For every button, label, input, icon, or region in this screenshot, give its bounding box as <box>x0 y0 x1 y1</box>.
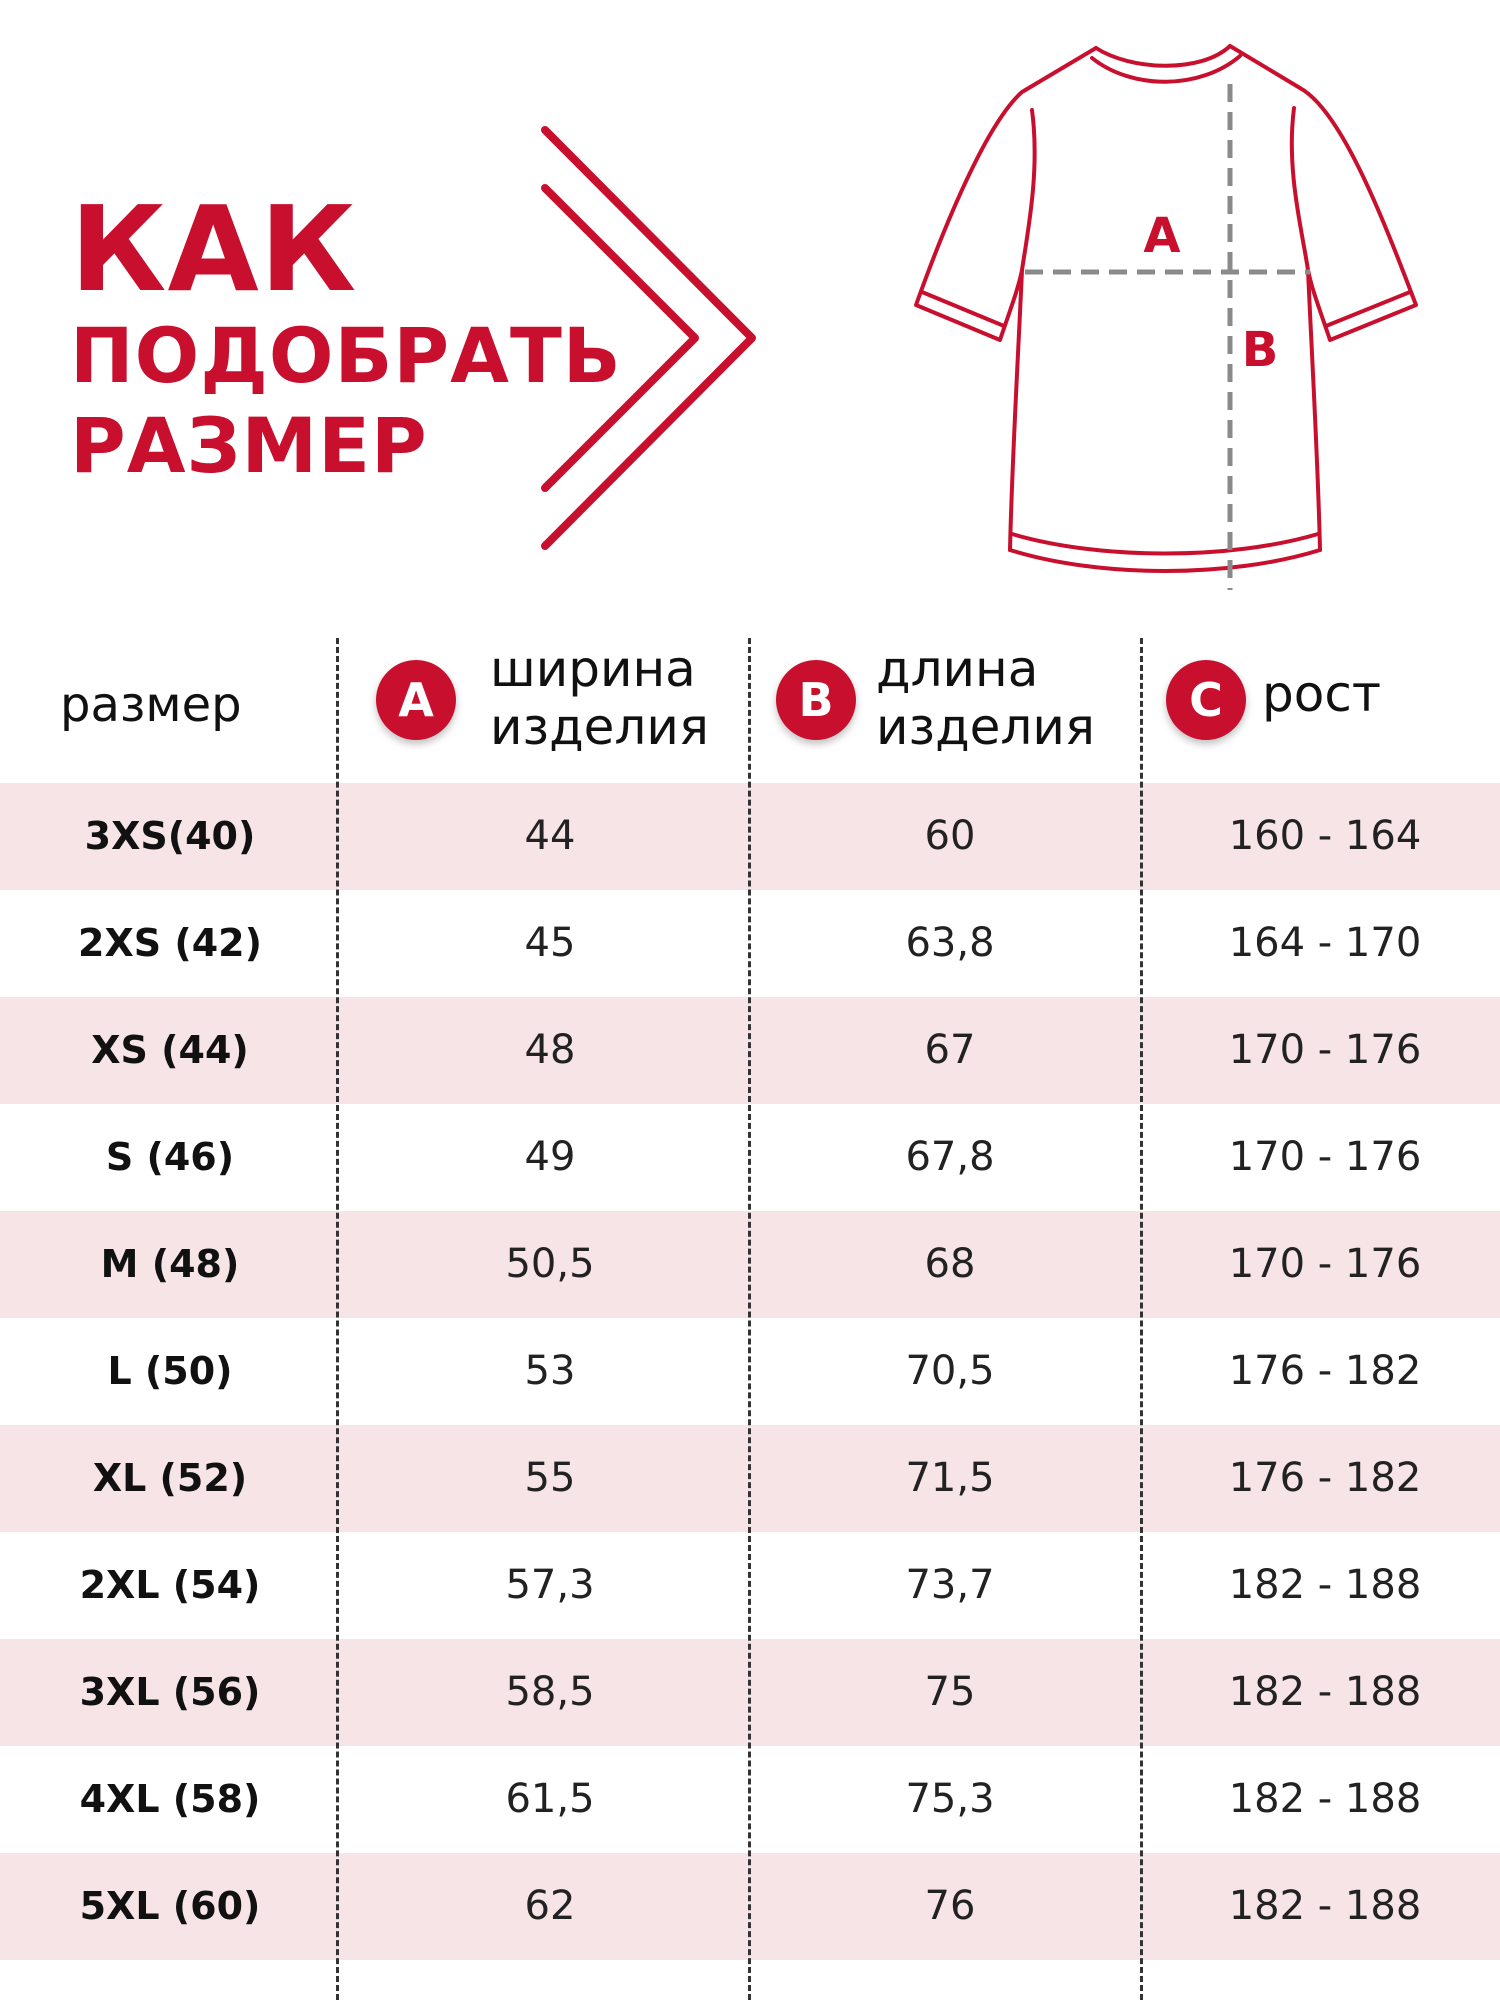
cell-size: S (46) <box>105 1135 235 1179</box>
cell-height: 182 - 188 <box>1228 1562 1422 1608</box>
cell-height: 170 - 176 <box>1228 1134 1422 1180</box>
cell-length: 75 <box>924 1669 976 1715</box>
header-c-line1: рост <box>1262 665 1381 723</box>
title-line-3: РАЗМЕР <box>70 401 428 490</box>
cell-height: 170 - 176 <box>1228 1027 1422 1073</box>
cell-size: 2XL (54) <box>79 1563 261 1607</box>
cell-size: M (48) <box>100 1242 240 1286</box>
cell-width: 57,3 <box>505 1562 595 1608</box>
header-a-line2: изделия <box>490 698 709 756</box>
cell-width: 50,5 <box>505 1241 595 1287</box>
cell-width: 61,5 <box>505 1776 595 1822</box>
cell-width: 49 <box>524 1134 576 1180</box>
cell-height: 160 - 164 <box>1228 813 1422 859</box>
cell-length: 60 <box>924 813 976 859</box>
cell-height: 176 - 182 <box>1228 1455 1422 1501</box>
cell-height: 170 - 176 <box>1228 1241 1422 1287</box>
cell-length: 63,8 <box>905 920 995 966</box>
cell-width: 53 <box>524 1348 576 1394</box>
cell-height: 164 - 170 <box>1228 920 1422 966</box>
cell-width: 58,5 <box>505 1669 595 1715</box>
cell-length: 73,7 <box>905 1562 995 1608</box>
title-line-1: КАК <box>70 180 358 318</box>
badge-a: A <box>376 660 456 740</box>
label-a: A <box>1143 208 1180 264</box>
cell-width: 45 <box>524 920 576 966</box>
header-a-line1: ширина <box>490 640 696 698</box>
cell-height: 182 - 188 <box>1228 1776 1422 1822</box>
label-b: B <box>1242 322 1279 378</box>
cell-size: 5XL (60) <box>79 1884 261 1928</box>
tshirt-outline-icon <box>914 44 1418 573</box>
cell-length: 67,8 <box>905 1134 995 1180</box>
cell-width: 48 <box>524 1027 576 1073</box>
cell-length: 68 <box>924 1241 976 1287</box>
cell-width: 44 <box>524 813 576 859</box>
title-line-2: ПОДОБРАТЬ <box>70 311 622 400</box>
cell-size: 2XS (42) <box>78 921 262 965</box>
column-divider <box>748 638 751 2000</box>
cell-size: 3XS(40) <box>84 814 256 858</box>
column-divider <box>336 638 339 2000</box>
cell-size: XL (52) <box>92 1456 248 1500</box>
cell-length: 70,5 <box>905 1348 995 1394</box>
double-chevron-icon <box>541 126 756 550</box>
header-size: размер <box>60 677 242 733</box>
cell-height: 182 - 188 <box>1228 1883 1422 1929</box>
header-b-line2: изделия <box>876 698 1095 756</box>
cell-length: 71,5 <box>905 1455 995 1501</box>
cell-width: 62 <box>524 1883 576 1929</box>
cell-size: L (50) <box>107 1349 233 1393</box>
cell-height: 176 - 182 <box>1228 1348 1422 1394</box>
table-row: 2XS (42) 45 63,8 164 - 170 <box>0 890 1500 997</box>
cell-width: 55 <box>524 1455 576 1501</box>
badge-c: C <box>1166 660 1246 740</box>
header-b-line1: длина <box>876 640 1039 698</box>
cell-length: 75,3 <box>905 1776 995 1822</box>
cell-size: 4XL (58) <box>79 1777 261 1821</box>
cell-size: 3XL (56) <box>79 1670 261 1714</box>
table-row: 4XL (58) 61,5 75,3 182 - 188 <box>0 1746 1500 1853</box>
cell-length: 67 <box>924 1027 976 1073</box>
cell-size: XS (44) <box>91 1028 249 1072</box>
cell-height: 182 - 188 <box>1228 1669 1422 1715</box>
cell-length: 76 <box>924 1883 976 1929</box>
column-divider <box>1140 638 1143 2000</box>
table-row: L (50) 53 70,5 176 - 182 <box>0 1318 1500 1425</box>
table-row: S (46) 49 67,8 170 - 176 <box>0 1104 1500 1211</box>
table-row: 2XL (54) 57,3 73,7 182 - 188 <box>0 1532 1500 1639</box>
tshirt-diagram: A B <box>914 44 1418 590</box>
badge-b: B <box>776 660 856 740</box>
